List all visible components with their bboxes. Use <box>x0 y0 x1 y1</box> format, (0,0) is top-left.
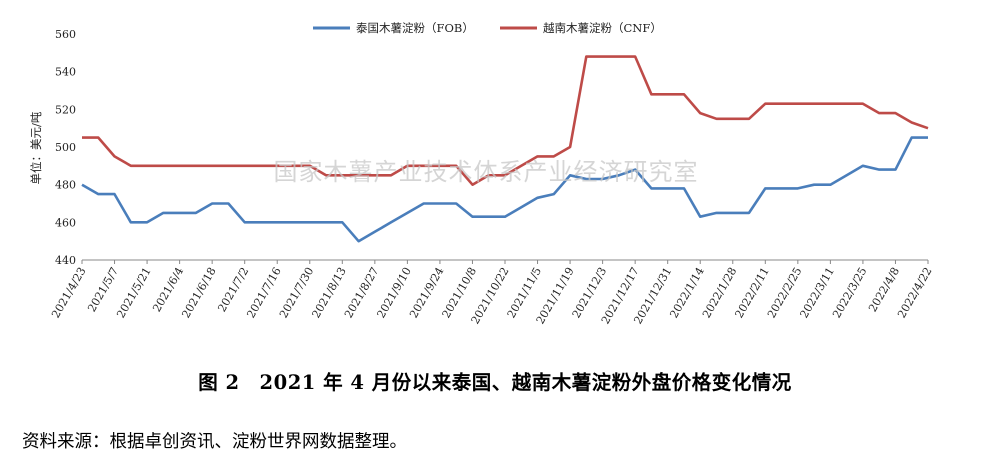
y-tick-label: 520 <box>55 103 76 116</box>
y-tick-label: 500 <box>55 141 76 154</box>
figure-caption: 图 2 2021 年 4 月份以来泰国、越南木薯淀粉外盘价格变化情况 <box>198 371 792 394</box>
x-tick-label: 2021/5/21 <box>114 265 153 320</box>
legend-label-thailand: 泰国木薯淀粉（FOB） <box>356 21 474 35</box>
x-tick-label: 2021/5/7 <box>85 265 121 314</box>
x-tick-label: 2022/4/8 <box>866 265 902 314</box>
y-tick-label: 440 <box>55 254 76 267</box>
y-tick-label: 540 <box>55 66 76 79</box>
x-tick-label: 2022/4/22 <box>895 265 934 320</box>
x-axis-ticks: 2021/4/232021/5/72021/5/212021/6/42021/6… <box>49 260 935 326</box>
x-tick-label: 2021/4/23 <box>49 265 88 320</box>
y-tick-label: 460 <box>55 216 76 229</box>
x-tick-label: 2021/7/2 <box>215 265 251 314</box>
y-tick-label: 560 <box>55 28 76 41</box>
source-note: 资料来源：根据卓创资讯、淀粉世界网数据整理。 <box>22 432 407 452</box>
y-axis-label: 单位：美元/吨 <box>29 111 43 184</box>
legend-label-vietnam: 越南木薯淀粉（CNF） <box>543 21 662 35</box>
watermark-text: 国家木薯产业技术体系产业经济研究室 <box>274 158 699 186</box>
x-tick-label: 2021/6/18 <box>179 265 218 320</box>
x-tick-label: 2021/6/4 <box>150 265 186 314</box>
x-tick-label: 2022/3/25 <box>830 265 869 320</box>
legend: 泰国木薯淀粉（FOB） 越南木薯淀粉（CNF） <box>313 21 662 35</box>
y-tick-label: 480 <box>55 179 76 192</box>
y-axis-ticks: 440 460 480 500 520 540 560 <box>55 28 76 267</box>
series-line-thailand <box>81 136 928 243</box>
series-line-vietnam <box>82 55 929 186</box>
series-layer <box>81 55 929 243</box>
